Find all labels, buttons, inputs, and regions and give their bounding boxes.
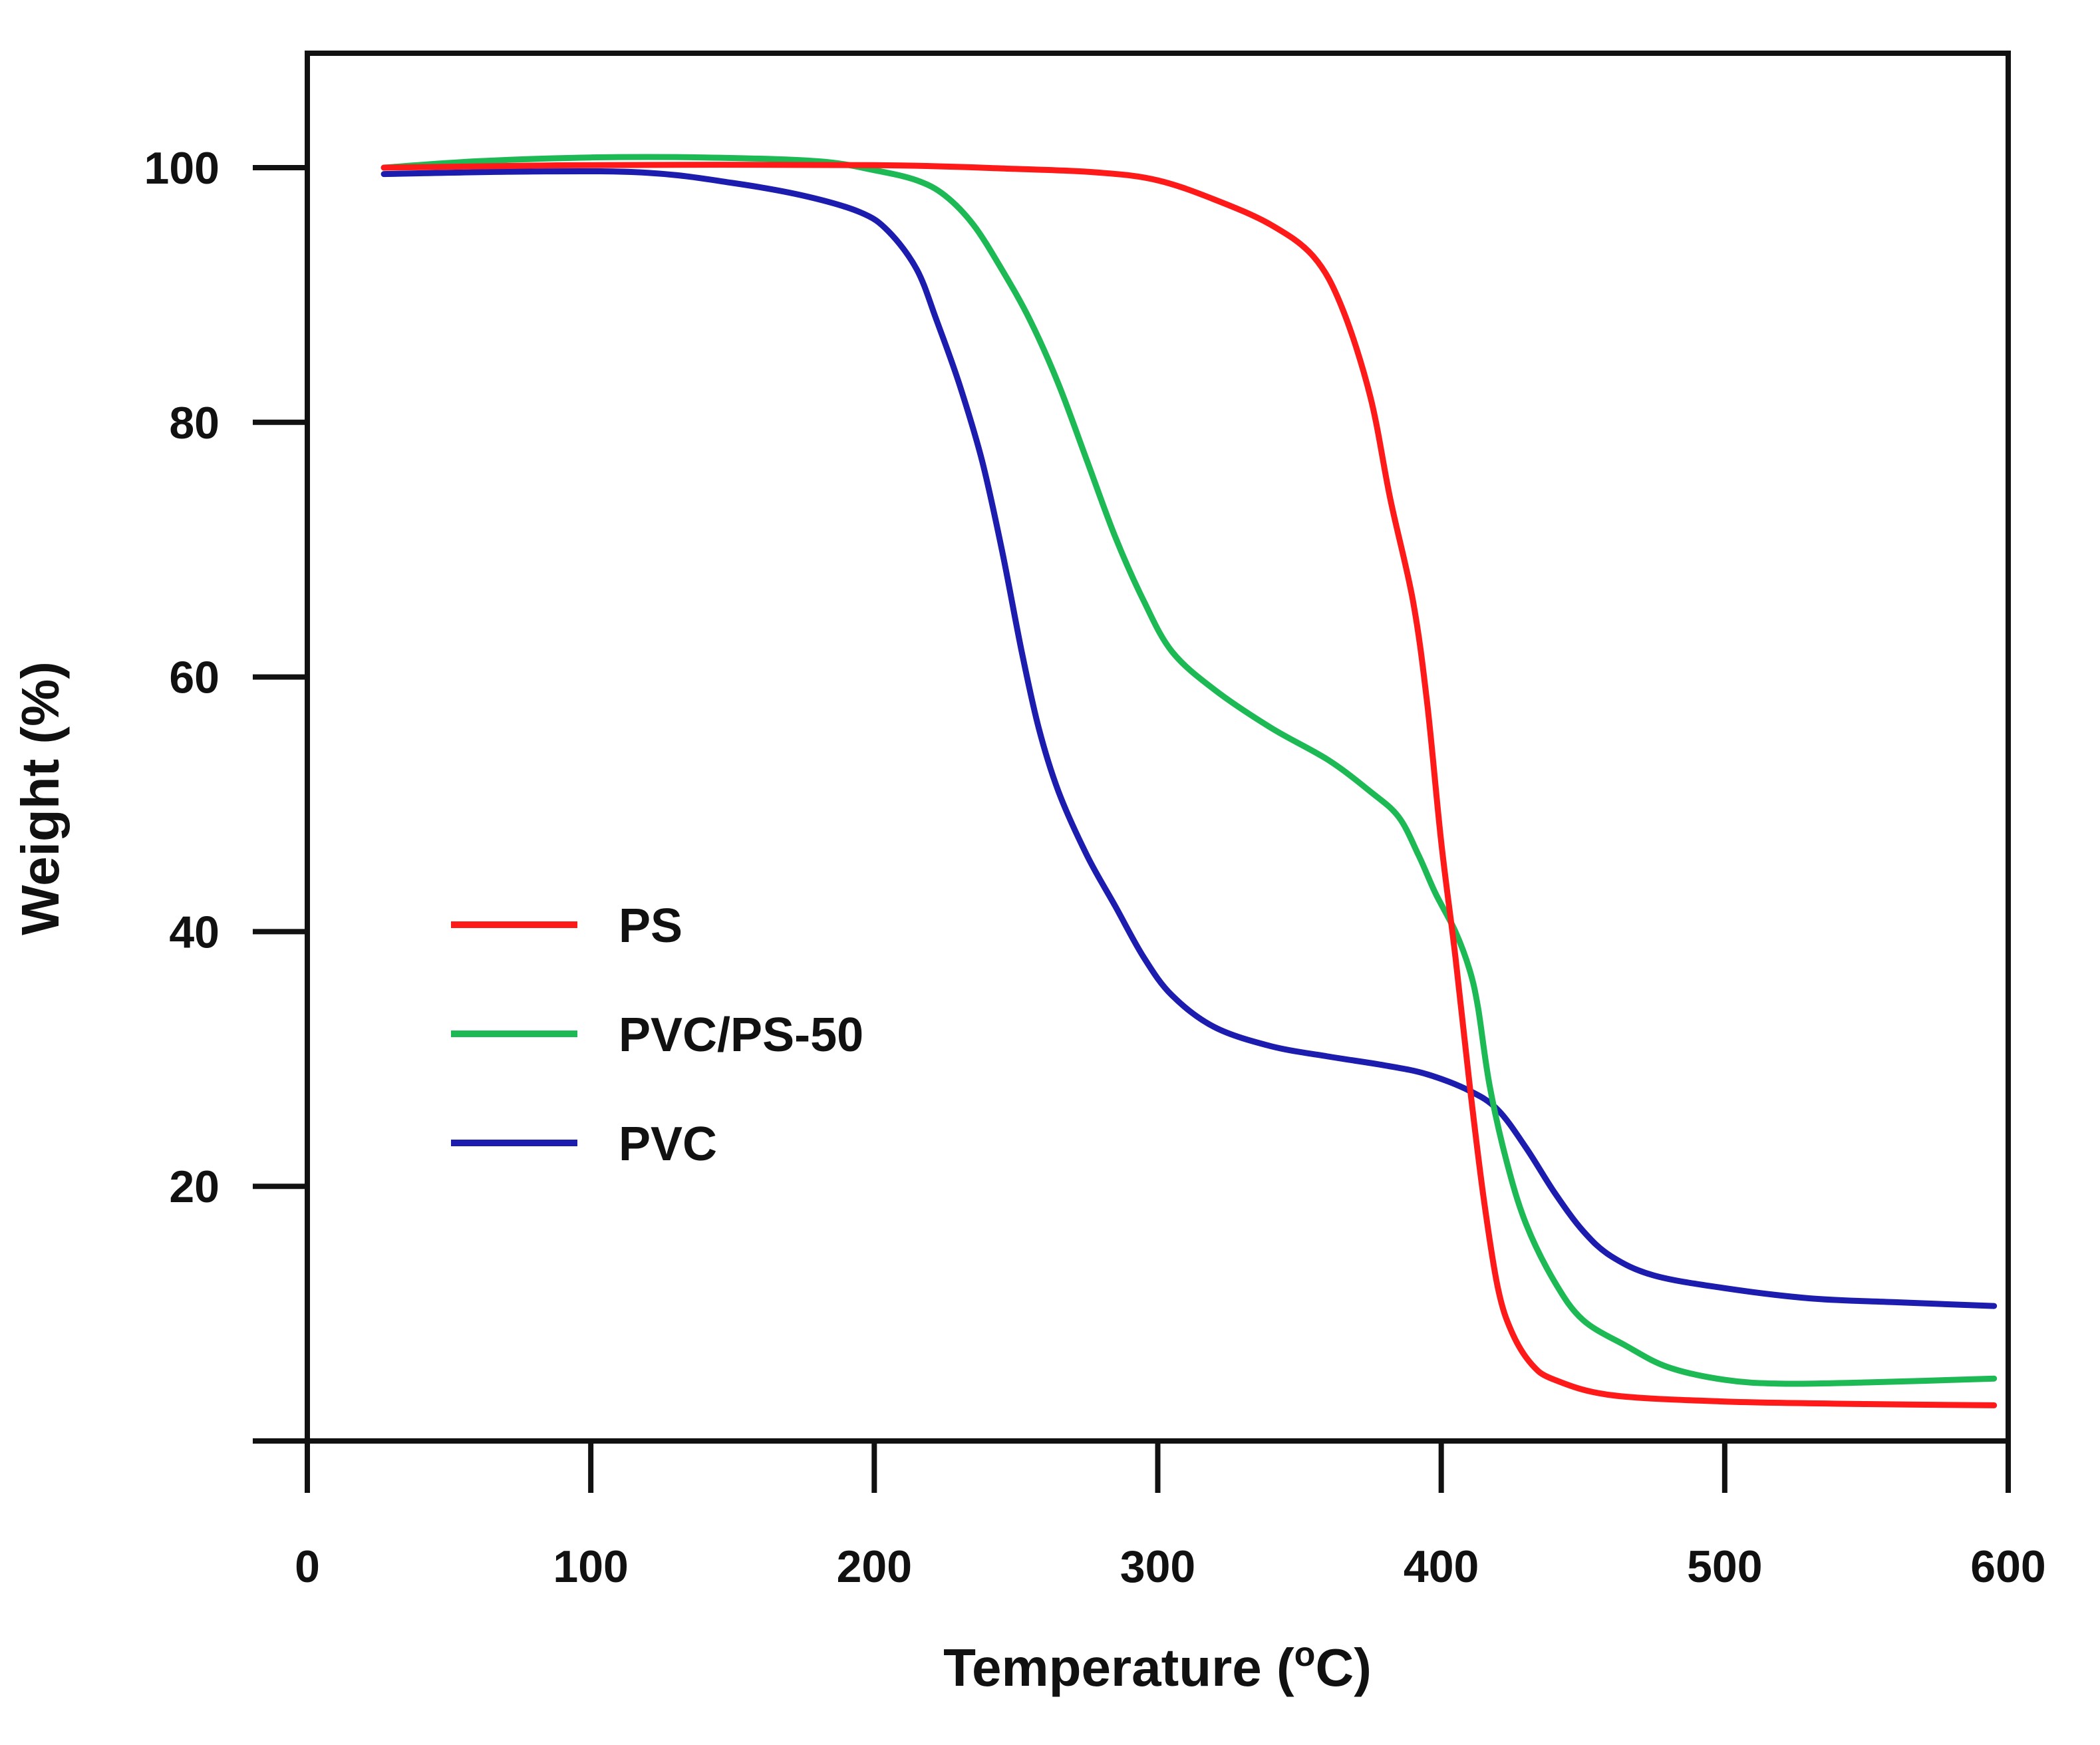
series-line-ps [380, 162, 1998, 1408]
legend: PS PVC/PS-50 PVC [451, 899, 863, 1171]
series-line-pvc [380, 168, 1998, 1309]
x-tick-label: 600 [1970, 1541, 2045, 1592]
x-axis-ticks: 0 100 200 300 400 500 600 [295, 1441, 2046, 1592]
y-axis-title: Weight (%) [11, 661, 70, 935]
plot-frame [305, 51, 2011, 1444]
legend-label: PVC [619, 1118, 717, 1171]
y-tick-label: 80 [169, 398, 220, 448]
x-axis-title: Temperature (oC) [943, 1635, 1372, 1697]
legend-label: PS [619, 899, 682, 953]
x-tick-label: 300 [1120, 1541, 1195, 1592]
y-tick-label: 100 [144, 143, 220, 194]
legend-label: PVC/PS-50 [619, 1009, 863, 1062]
y-tick-label: 40 [169, 907, 220, 957]
y-axis-ticks: 20 40 60 80 100 [144, 143, 307, 1212]
x-tick-label: 0 [295, 1541, 320, 1592]
series-line-pvc-ps-50 [380, 154, 1998, 1387]
x-tick-label: 200 [837, 1541, 912, 1592]
y-tick-label: 60 [169, 653, 220, 703]
x-tick-label: 100 [553, 1541, 628, 1592]
series-layer [380, 154, 1998, 1408]
y-tick-label: 20 [169, 1162, 220, 1212]
x-tick-label: 500 [1687, 1541, 1762, 1592]
x-tick-label: 400 [1404, 1541, 1479, 1592]
